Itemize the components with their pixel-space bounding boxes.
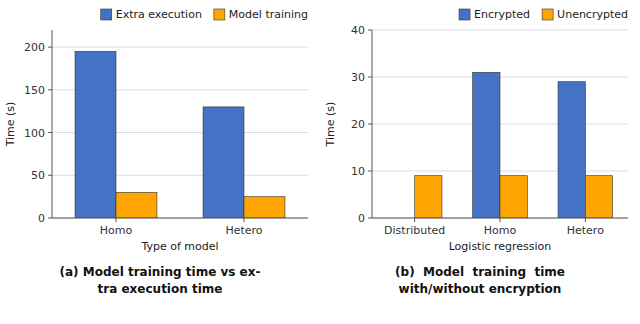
y-tick-label: 30 xyxy=(351,71,365,84)
y-tick xyxy=(48,89,52,90)
bars xyxy=(75,51,285,218)
chart-panel: 0 10 20 30 40 Distributed Homo Hetero Logistic r… xyxy=(324,8,628,296)
legend-label: Unencrypted xyxy=(557,8,628,21)
x-tick-label: Homo xyxy=(484,224,517,237)
legend: Extra execution Model training xyxy=(101,8,308,21)
x-axis-line xyxy=(52,218,308,219)
caption: (b) Model training time xyxy=(395,265,565,279)
y-tick-label: 200 xyxy=(24,41,45,54)
bar xyxy=(116,192,157,218)
legend-item: Extra execution xyxy=(101,8,202,21)
grid-line xyxy=(372,30,628,31)
legend-label: Encrypted xyxy=(474,8,530,21)
bar xyxy=(473,72,500,218)
legend-item: Model training xyxy=(214,8,308,21)
grid-line xyxy=(52,218,308,219)
y-tick-label: 0 xyxy=(358,212,365,225)
y-tick-label: 150 xyxy=(24,84,45,97)
x-axis-label: Type of model xyxy=(140,240,218,253)
y-axis-label: Time (s) xyxy=(4,102,17,148)
legend-label: Model training xyxy=(229,8,308,21)
y-axis-label: Time (s) xyxy=(324,102,337,148)
legend-swatch xyxy=(214,9,225,20)
x-axis-label: Logistic regression xyxy=(449,240,552,253)
y-tick xyxy=(48,132,52,133)
legend-swatch xyxy=(101,9,112,20)
x-tick xyxy=(500,218,501,222)
y-axis-line xyxy=(372,30,373,218)
caption: with/without encryption xyxy=(399,282,562,296)
bar xyxy=(558,82,585,218)
y-axis-line xyxy=(52,30,53,218)
bar xyxy=(203,107,244,218)
y-tick xyxy=(368,30,372,31)
legend-item: Encrypted xyxy=(459,8,530,21)
caption: (a) Model training time vs ex- xyxy=(60,265,261,279)
legend-swatch xyxy=(542,9,553,20)
bar xyxy=(75,51,116,218)
y-tick xyxy=(48,218,52,219)
y-tick xyxy=(368,77,372,78)
bar xyxy=(500,176,527,218)
y-tick xyxy=(368,124,372,125)
y-tick-label: 40 xyxy=(351,24,365,37)
x-tick-label: Distributed xyxy=(384,224,445,237)
y-tick-label: 50 xyxy=(31,169,45,182)
y-tick xyxy=(368,218,372,219)
y-tick-label: 0 xyxy=(38,212,45,225)
legend: Encrypted Unencrypted xyxy=(459,8,628,21)
y-tick xyxy=(368,171,372,172)
y-tick-label: 100 xyxy=(24,127,45,140)
x-tick-label: Homo xyxy=(100,224,133,237)
x-tick-label: Hetero xyxy=(567,224,604,237)
legend-item: Unencrypted xyxy=(542,8,628,21)
x-tick xyxy=(244,218,245,222)
x-tick xyxy=(585,218,586,222)
figure: 050100150200HomoHeteroType of modelTime … xyxy=(0,0,640,324)
bar xyxy=(244,197,285,218)
caption: tra execution time xyxy=(98,282,223,296)
grid-line xyxy=(52,47,308,48)
x-tick xyxy=(414,218,415,222)
bars xyxy=(415,72,613,218)
y-tick-label: 10 xyxy=(351,165,365,178)
y-tick-label: 20 xyxy=(351,118,365,131)
y-tick xyxy=(48,47,52,48)
legend-swatch xyxy=(459,9,470,20)
y-tick xyxy=(48,175,52,176)
chart-panel: 0 50 100 150 200 Homo Hetero Type of model Time … xyxy=(4,8,308,296)
bar xyxy=(585,176,612,218)
bar xyxy=(415,176,442,218)
legend-label: Extra execution xyxy=(116,8,202,21)
x-tick-label: Hetero xyxy=(225,224,262,237)
x-tick xyxy=(116,218,117,222)
